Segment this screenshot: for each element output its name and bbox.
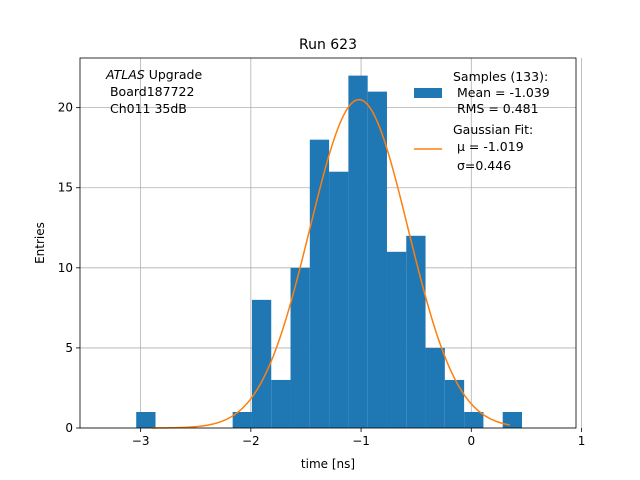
x-axis-label: time [ns] <box>301 457 355 471</box>
histogram-bar-16 <box>444 379 465 428</box>
legend-fit-sigma: σ=0.446 <box>453 158 511 173</box>
axes-frame <box>79 57 577 429</box>
histogram-bar-10 <box>329 171 349 428</box>
histogram-bar-12 <box>367 91 387 429</box>
x-tick-label-3: 0 <box>467 434 475 448</box>
y-tick-label-0: 0 <box>65 421 73 435</box>
histogram-bar-11 <box>348 75 368 428</box>
x-axis-ticks: −3 −2 −1 0 1 <box>132 428 586 448</box>
x-tick-label-2: −1 <box>352 434 370 448</box>
histogram-bar-13 <box>386 251 407 428</box>
legend-samples-line-1: Samples (133): <box>453 69 548 84</box>
annotation-line-3: Ch011 35dB <box>106 101 187 116</box>
y-tick-label-1: 5 <box>65 341 73 355</box>
histogram-bar-5 <box>232 411 252 428</box>
legend-samples-line-3: RMS = 0.481 <box>453 101 539 116</box>
x-tick-label-0: −3 <box>132 434 150 448</box>
histogram-bar-14 <box>406 235 426 428</box>
annotation-atlas: ATLAS <box>105 67 145 82</box>
x-tick-label-1: −2 <box>242 434 260 448</box>
histogram-bar-8 <box>290 267 310 428</box>
annotation-line-1: ATLAS Upgrade <box>105 67 202 82</box>
y-axis-label: Entries <box>33 222 47 264</box>
histogram-bar-19 <box>502 411 522 428</box>
histogram-bar-17 <box>464 411 484 428</box>
x-tick-label-4: 1 <box>578 434 586 448</box>
legend-fit-line-1: Gaussian Fit: <box>453 122 533 137</box>
histogram-bar-7 <box>271 379 291 428</box>
legend-swatch-samples <box>414 88 442 98</box>
annotation: ATLAS Upgrade Board187722 Ch011 35dB <box>105 67 202 116</box>
gaussian-fit-curve <box>151 98 511 429</box>
legend: Samples (133): Mean = -1.039 RMS = 0.481… <box>414 69 550 173</box>
annotation-line-2: Board187722 <box>106 84 194 99</box>
histogram-bar-9 <box>309 139 330 429</box>
histogram-bar-0 <box>136 411 156 428</box>
legend-samples-line-2: Mean = -1.039 <box>453 85 550 100</box>
histogram-bar-15 <box>425 347 445 428</box>
y-tick-label-3: 15 <box>58 181 73 195</box>
y-tick-label-4: 20 <box>58 101 73 115</box>
annotation-upgrade: Upgrade <box>145 67 203 82</box>
y-tick-label-2: 10 <box>58 261 73 275</box>
y-axis-ticks: 0 5 10 15 20 <box>58 101 80 435</box>
chart-title: Run 623 <box>299 37 357 53</box>
legend-fit-mu: μ = -1.019 <box>453 139 524 154</box>
histogram-bar-6 <box>251 299 272 428</box>
